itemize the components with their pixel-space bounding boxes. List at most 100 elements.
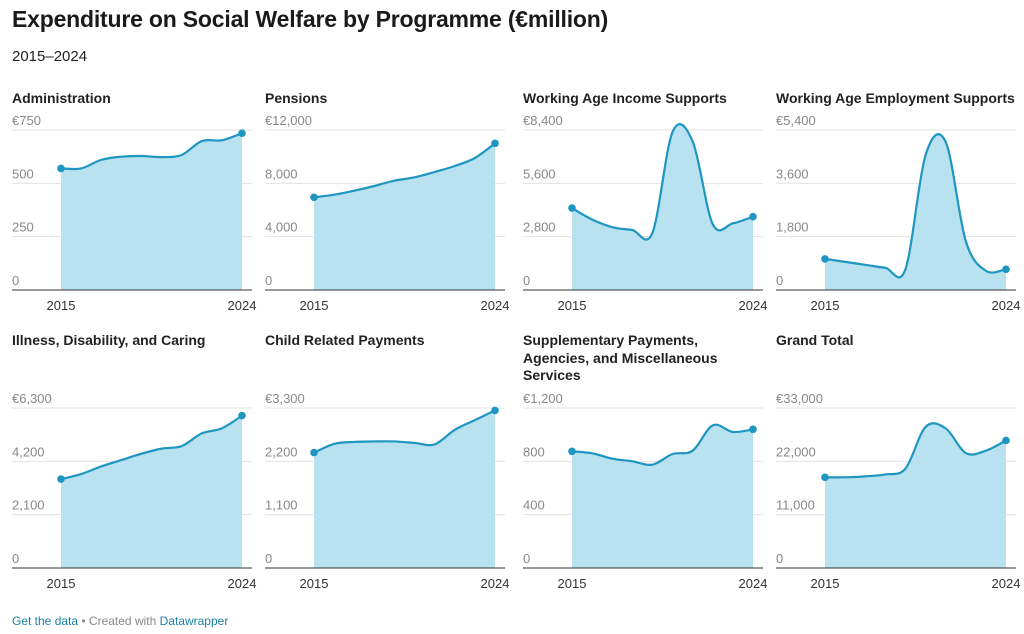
panel-supplementary-payments: Supplementary Payments, Agencies, and Mi… bbox=[523, 332, 767, 592]
panel-chart: €33,000 22,000 11,000 0 2015 2024 bbox=[776, 391, 1020, 591]
y-tick-label: 250 bbox=[12, 220, 34, 235]
x-tick-label: 2015 bbox=[300, 576, 329, 591]
chart-subtitle: 2015–2024 bbox=[12, 48, 88, 65]
panel-chart: €1,200 800 400 0 2015 2024 bbox=[523, 391, 767, 591]
y-tick-label: 22,000 bbox=[776, 444, 816, 459]
y-tick-label: 0 bbox=[776, 551, 783, 566]
y-tick-label: 0 bbox=[523, 551, 530, 566]
series-area bbox=[314, 410, 495, 568]
series-line bbox=[824, 133, 1007, 279]
x-tick-label: 2024 bbox=[739, 576, 768, 591]
panel-title: Pensions bbox=[265, 90, 328, 106]
panel-working-age-income-supports: Working Age Income Supports €8,400 5,600 2… bbox=[523, 90, 767, 313]
start-point bbox=[821, 255, 829, 263]
y-tick-label: 0 bbox=[265, 273, 272, 288]
y-tick-label: 800 bbox=[523, 444, 545, 459]
start-point bbox=[310, 193, 318, 202]
y-tick-label: 0 bbox=[776, 273, 783, 288]
get-data-link[interactable]: Get the data bbox=[12, 614, 79, 628]
datawrapper-link[interactable]: Datawrapper bbox=[159, 614, 229, 628]
y-tick-label: 3,600 bbox=[776, 166, 809, 181]
x-tick-label: 2024 bbox=[481, 576, 510, 591]
panel-chart: €3,300 2,200 1,100 0 2015 2024 bbox=[265, 391, 509, 591]
series-area bbox=[61, 133, 242, 290]
panel-grand-total: Grand Total €33,000 22,000 11,000 0 2015 2024 bbox=[776, 332, 1020, 592]
end-point bbox=[1002, 265, 1010, 274]
x-tick-label: 2024 bbox=[481, 298, 510, 313]
panel-illness-disability-caring: Illness, Disability, and Caring €6,300 4,… bbox=[12, 332, 256, 592]
footer: Get the data • Created with Datawrapper bbox=[12, 614, 228, 628]
series-line bbox=[571, 123, 754, 241]
x-tick-label: 2015 bbox=[811, 298, 840, 313]
y-tick-label: €12,000 bbox=[265, 113, 312, 128]
series-line bbox=[60, 414, 243, 481]
y-tick-label: 2,200 bbox=[265, 444, 298, 459]
panel-title: Working Age Employment Supports bbox=[776, 90, 1015, 106]
start-point bbox=[310, 448, 318, 457]
x-tick-label: 2024 bbox=[228, 576, 257, 591]
y-tick-label: 0 bbox=[12, 273, 19, 288]
y-tick-label: 4,200 bbox=[12, 444, 45, 459]
y-tick-label: €33,000 bbox=[776, 391, 823, 406]
series-line bbox=[824, 422, 1007, 479]
chart-title: Expenditure on Social Welfare by Program… bbox=[12, 6, 609, 32]
y-tick-label: €3,300 bbox=[265, 391, 305, 406]
y-tick-label: 2,800 bbox=[523, 220, 556, 235]
y-tick-label: 5,600 bbox=[523, 166, 556, 181]
end-point bbox=[238, 411, 246, 420]
y-tick-label: 1,800 bbox=[776, 220, 809, 235]
series-area bbox=[314, 143, 495, 290]
panel-working-age-employment-supports: Working Age Employment Supports €5,400 3,… bbox=[776, 90, 1020, 313]
x-tick-label: 2024 bbox=[228, 298, 257, 313]
y-tick-label: 2,100 bbox=[12, 498, 45, 513]
series-area bbox=[572, 424, 753, 568]
series-area bbox=[572, 124, 753, 290]
series-line bbox=[313, 409, 496, 454]
x-tick-label: 2024 bbox=[739, 298, 768, 313]
x-tick-label: 2024 bbox=[992, 576, 1021, 591]
x-tick-label: 2015 bbox=[811, 576, 840, 591]
y-tick-label: 400 bbox=[523, 498, 545, 513]
x-tick-label: 2015 bbox=[558, 576, 587, 591]
panel-title: Supplementary Payments, Agencies, and Mi… bbox=[523, 332, 718, 383]
panel-child-related-payments: Child Related Payments €3,300 2,200 1,100 0… bbox=[265, 332, 509, 592]
start-point bbox=[568, 447, 576, 456]
y-tick-label: 0 bbox=[523, 273, 530, 288]
start-point bbox=[568, 204, 576, 212]
series-area bbox=[825, 134, 1006, 290]
y-tick-label: 500 bbox=[12, 166, 34, 181]
y-tick-label: €5,400 bbox=[776, 113, 816, 128]
series-line bbox=[60, 132, 243, 171]
end-point bbox=[491, 406, 499, 415]
panel-title: Child Related Payments bbox=[265, 332, 425, 348]
start-point bbox=[821, 473, 829, 482]
end-point bbox=[749, 425, 757, 434]
x-tick-label: 2024 bbox=[992, 298, 1021, 313]
y-tick-label: 4,000 bbox=[265, 220, 298, 235]
panel-title: Illness, Disability, and Caring bbox=[12, 332, 206, 348]
end-point bbox=[491, 139, 499, 148]
y-tick-label: 11,000 bbox=[776, 498, 815, 513]
series-area bbox=[61, 415, 242, 568]
y-tick-label: €750 bbox=[12, 113, 41, 128]
y-tick-label: 0 bbox=[12, 551, 19, 566]
end-point bbox=[749, 212, 757, 221]
end-point bbox=[238, 129, 246, 137]
panel-pensions: Pensions €12,000 8,000 4,000 0 2015 2024 bbox=[265, 90, 509, 313]
y-tick-label: €1,200 bbox=[523, 391, 563, 406]
y-tick-label: €8,400 bbox=[523, 113, 563, 128]
start-point bbox=[57, 475, 65, 483]
y-tick-label: €6,300 bbox=[12, 391, 52, 406]
panel-chart: €750 500 250 0 2015 2024 bbox=[12, 113, 256, 313]
x-tick-label: 2015 bbox=[47, 576, 76, 591]
panel-title: Administration bbox=[12, 90, 111, 106]
series-line bbox=[571, 423, 754, 467]
panel-chart: €12,000 8,000 4,000 0 2015 2024 bbox=[265, 113, 509, 313]
series-area bbox=[825, 423, 1006, 568]
panel-title: Grand Total bbox=[776, 332, 854, 348]
footer-separator: • Created with bbox=[78, 614, 160, 628]
series-line bbox=[313, 142, 496, 199]
x-tick-label: 2015 bbox=[558, 298, 587, 313]
y-tick-label: 1,100 bbox=[265, 498, 298, 513]
panel-administration: Administration €750 500 250 0 2015 2024 bbox=[12, 90, 256, 313]
